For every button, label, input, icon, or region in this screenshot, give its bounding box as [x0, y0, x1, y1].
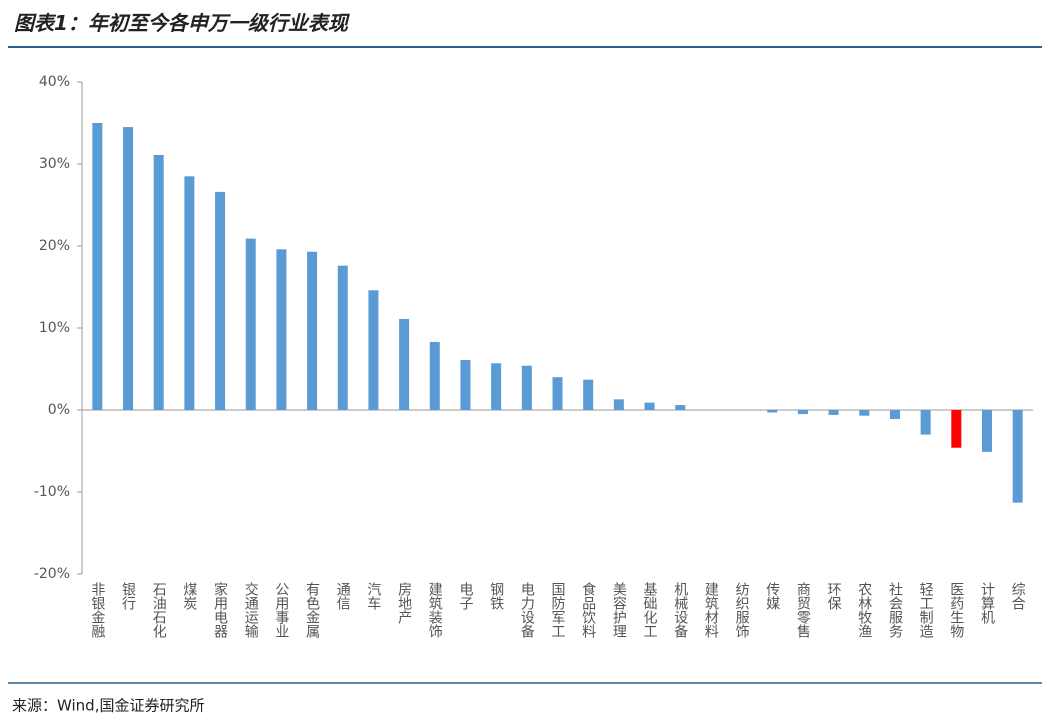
- x-tick-label: 美容护理: [611, 582, 627, 638]
- bar: [245, 238, 256, 410]
- x-tick-label: 医药生物: [948, 582, 964, 639]
- bar: [828, 410, 839, 415]
- x-tick-label: 电力设备: [519, 582, 535, 638]
- x-tick-label: 钢铁: [488, 582, 504, 610]
- bar: [307, 251, 318, 410]
- x-tick-label: 传媒: [764, 582, 780, 610]
- bar: [797, 410, 808, 415]
- bar: [215, 191, 226, 410]
- x-tick-label: 商贸零售: [795, 582, 811, 638]
- bar: [583, 379, 594, 410]
- x-tick-label: 房地产: [396, 582, 412, 625]
- bar: [767, 410, 778, 413]
- x-tick-label: 综合: [1010, 582, 1026, 610]
- x-tick-label: 纺织服饰: [734, 582, 750, 638]
- source-note: 来源：Wind,国金证券研究所: [12, 697, 204, 715]
- x-tick-label: 有色金属: [304, 582, 320, 638]
- x-tick-label: 电子: [457, 582, 473, 610]
- x-tick-label: 基础化工: [642, 581, 658, 638]
- x-tick-label: 通信: [335, 582, 351, 610]
- x-tick-label: 机械设备: [672, 582, 688, 638]
- bar: [859, 410, 870, 416]
- y-tick-label: 0%: [48, 402, 70, 418]
- bar: [153, 154, 164, 410]
- bar: [981, 410, 992, 452]
- bar: [521, 365, 532, 410]
- y-tick-label: 10%: [39, 320, 70, 336]
- x-tick-label: 银行: [120, 582, 136, 611]
- x-tick-label: 计算机: [979, 582, 995, 625]
- y-tick-label: -10%: [34, 484, 70, 500]
- bar: [675, 405, 686, 410]
- x-tick-label: 社会服务: [887, 582, 903, 638]
- bar: [399, 318, 410, 410]
- bar: [889, 410, 900, 420]
- y-tick-label: 40%: [39, 74, 70, 90]
- bar: [123, 127, 134, 410]
- bar: [92, 123, 103, 410]
- chart-title: 图表1：年初至今各申万一级行业表现: [14, 11, 351, 35]
- bar: [951, 410, 962, 448]
- bar: [552, 377, 563, 410]
- x-tick-label: 家用电器: [212, 581, 228, 638]
- x-tick-label: 石油石化: [151, 582, 167, 639]
- bar: [276, 249, 287, 410]
- bar: [1012, 410, 1023, 503]
- bar: [613, 399, 624, 410]
- y-tick-label: 20%: [39, 238, 70, 254]
- x-tick-label: 建筑材料: [703, 582, 719, 638]
- bar: [429, 341, 440, 410]
- x-tick-label: 农林牧渔: [856, 582, 872, 638]
- y-tick-label: -20%: [34, 566, 70, 582]
- x-tick-label: 环保: [826, 582, 842, 610]
- bar: [491, 363, 502, 410]
- bar: [184, 176, 195, 410]
- bar: [368, 290, 379, 410]
- x-tick-label: 煤炭: [181, 582, 197, 610]
- x-tick-label: 国防军工: [550, 582, 566, 638]
- x-tick-label: 非银金融: [89, 582, 105, 638]
- bar: [460, 359, 471, 410]
- x-tick-label: 食品饮料: [580, 581, 596, 638]
- x-tick-label: 公用事业: [273, 582, 289, 638]
- y-tick-label: 30%: [39, 156, 70, 172]
- x-tick-label: 交通运输: [243, 581, 259, 638]
- x-tick-label: 汽车: [365, 582, 381, 610]
- bar: [337, 265, 348, 410]
- bar: [644, 402, 655, 410]
- x-tick-label: 轻工制造: [918, 582, 934, 639]
- bar: [920, 410, 931, 435]
- x-tick-label: 建筑装饰: [427, 582, 443, 638]
